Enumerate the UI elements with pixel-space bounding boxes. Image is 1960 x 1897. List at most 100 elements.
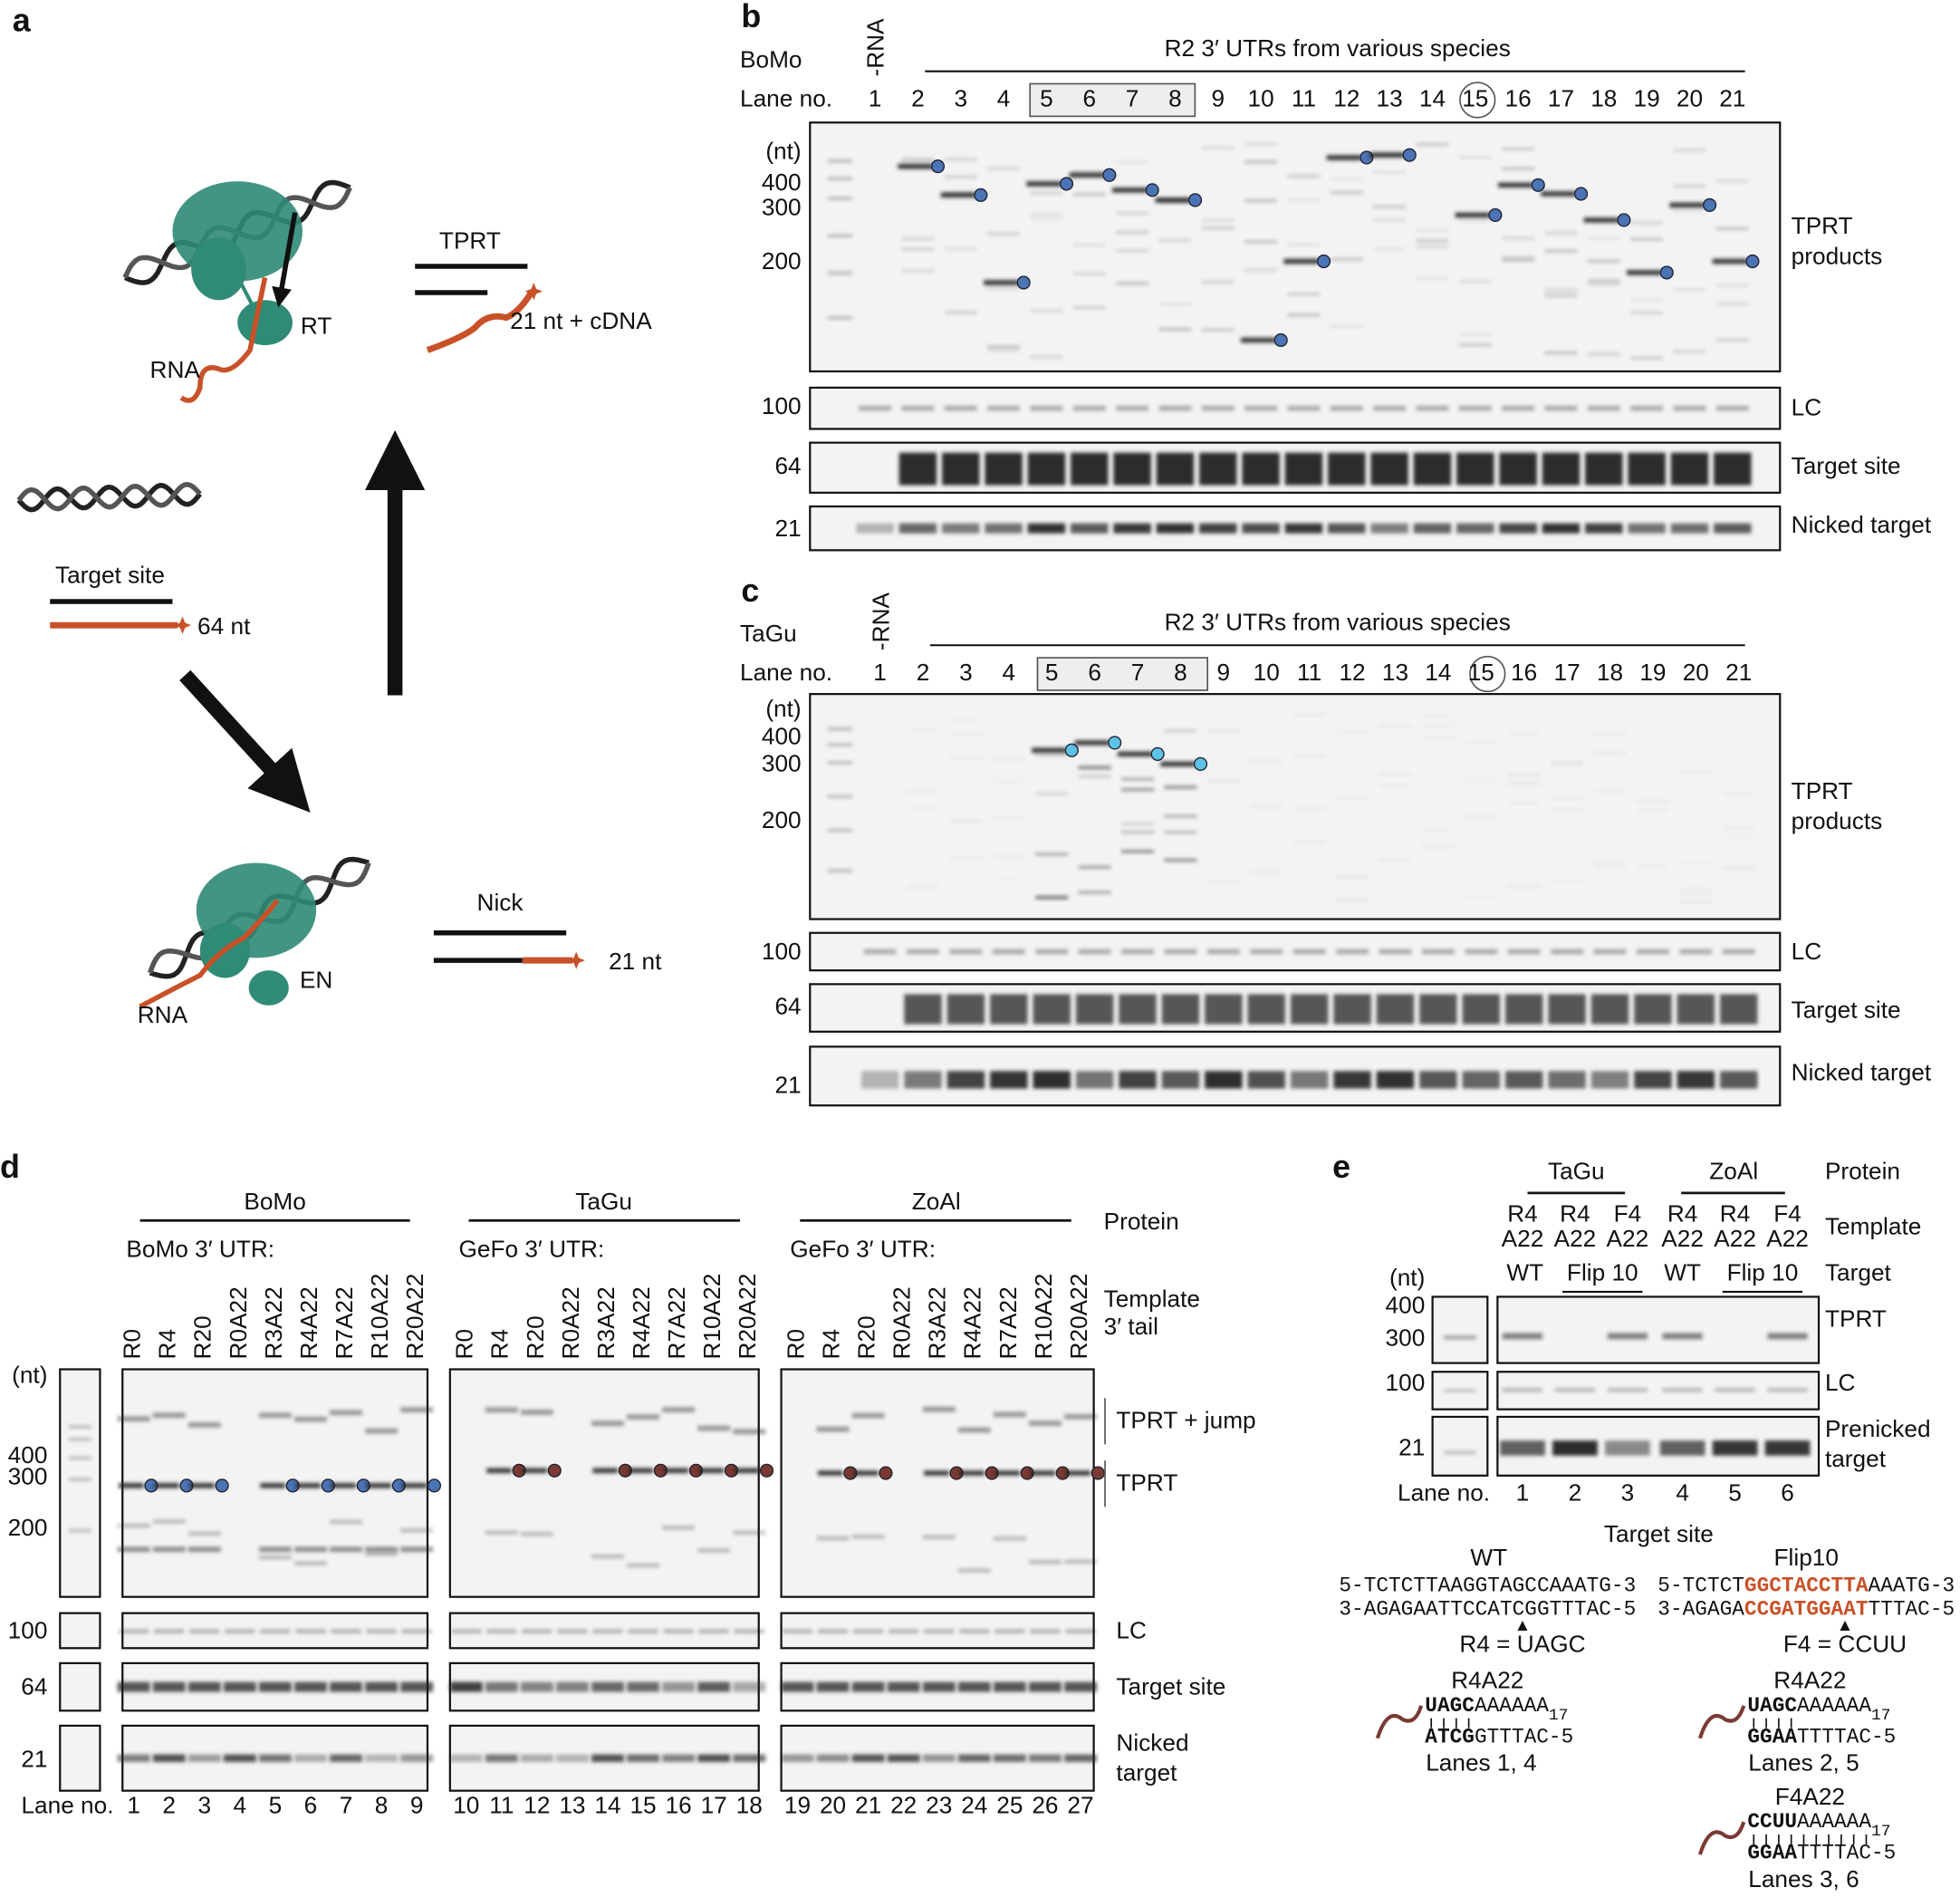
- template-label: F4: [1614, 1200, 1642, 1228]
- template-label: R4: [1507, 1200, 1538, 1228]
- sequence-part: AAAAAA: [1475, 1694, 1549, 1718]
- lane-number: 16: [666, 1792, 692, 1819]
- lane-number: 3: [959, 659, 973, 686]
- lane-number: 1: [127, 1792, 140, 1819]
- template-label: R20A22: [401, 1274, 428, 1360]
- band: [1720, 1071, 1758, 1089]
- band: [187, 1422, 221, 1428]
- protein: [191, 237, 246, 301]
- band: [1112, 188, 1148, 193]
- sequence-part: AAAAAA: [1797, 1810, 1871, 1834]
- band: [449, 1754, 483, 1762]
- band: [1328, 452, 1366, 486]
- band: [1074, 740, 1110, 746]
- target-name: WT: [1470, 1544, 1507, 1571]
- gel: [1496, 1295, 1821, 1364]
- band: [1416, 239, 1449, 243]
- marker-dot: [1016, 275, 1031, 290]
- sequence-part: ATCG: [1425, 1725, 1475, 1748]
- protein-name: TaGu: [575, 1188, 632, 1215]
- band: [1121, 823, 1154, 825]
- lane-number: 6: [1088, 659, 1101, 686]
- size-marker: 64: [774, 992, 801, 1019]
- band: [1164, 859, 1197, 862]
- band: [949, 856, 983, 860]
- band: [1065, 1470, 1091, 1476]
- unit: (nt): [12, 1362, 47, 1389]
- band: [1032, 747, 1067, 753]
- band: [987, 345, 1021, 349]
- target-label: Flip 10: [1727, 1259, 1799, 1286]
- band: [1542, 523, 1580, 534]
- size-marker: 100: [762, 938, 802, 965]
- band: [1630, 298, 1664, 302]
- band: [1033, 1071, 1071, 1089]
- lane-number: 4: [1003, 659, 1016, 686]
- target-label: Flip 10: [1567, 1259, 1638, 1286]
- lane-number: 17: [1554, 659, 1580, 686]
- band: [949, 719, 982, 722]
- band: [1634, 1071, 1672, 1089]
- lane-number: 14: [594, 1792, 620, 1819]
- band: [1715, 302, 1749, 305]
- band: [1669, 202, 1705, 208]
- band: [1373, 405, 1407, 411]
- band: [907, 729, 939, 732]
- band: [1551, 881, 1583, 883]
- lane-number: 14: [1425, 659, 1451, 686]
- band: [592, 1468, 619, 1474]
- sequence-part: TTTTAC-5: [1797, 1725, 1896, 1748]
- protein-en: [248, 970, 289, 1006]
- band: [1379, 858, 1412, 862]
- band: [1630, 405, 1664, 411]
- band: [1673, 405, 1706, 411]
- band: [1551, 948, 1584, 955]
- band: [940, 192, 976, 198]
- band: [1164, 948, 1197, 955]
- band: [1116, 212, 1149, 215]
- lane-number: 9: [410, 1792, 424, 1819]
- band: [152, 1519, 186, 1524]
- band: [1715, 179, 1749, 183]
- label-star: [567, 951, 585, 969]
- band: [1156, 452, 1195, 486]
- sequence-part: AAAAAA: [1797, 1694, 1871, 1718]
- band: [1242, 452, 1280, 486]
- band: [1541, 191, 1577, 197]
- band: [1078, 766, 1111, 769]
- row-label: TPRT: [1116, 1468, 1177, 1496]
- band: [187, 1546, 221, 1553]
- band: [365, 1552, 399, 1556]
- utr-label: BoMo 3′ UTR:: [126, 1235, 274, 1262]
- band: [1035, 792, 1069, 795]
- band: [557, 1629, 588, 1633]
- band: [1662, 1333, 1703, 1340]
- band: [1628, 452, 1666, 486]
- band: [901, 269, 935, 273]
- band: [1244, 268, 1278, 272]
- rna-tail: [1375, 1705, 1424, 1739]
- band: [942, 452, 980, 486]
- band: [697, 1548, 731, 1553]
- band: [1121, 777, 1154, 781]
- band: [959, 1470, 985, 1476]
- band: [993, 1411, 1026, 1418]
- band: [1292, 754, 1326, 757]
- band: [154, 1483, 179, 1488]
- band: [260, 1629, 291, 1633]
- band: [1544, 351, 1578, 355]
- lane-number: 18: [1590, 84, 1617, 111]
- band: [944, 247, 977, 250]
- band: [1370, 452, 1408, 486]
- marker-dot: [879, 1466, 893, 1480]
- row-label: Template: [1825, 1212, 1921, 1239]
- template-label: R4: [817, 1329, 844, 1360]
- band: [1462, 994, 1500, 1025]
- band: [662, 1754, 696, 1762]
- template-label: R4: [1720, 1200, 1751, 1228]
- band: [1072, 272, 1106, 275]
- band: [1078, 775, 1111, 778]
- lane-number: 1: [873, 659, 887, 686]
- lane-number: 15: [1468, 659, 1494, 686]
- lane-number: 7: [1126, 84, 1139, 111]
